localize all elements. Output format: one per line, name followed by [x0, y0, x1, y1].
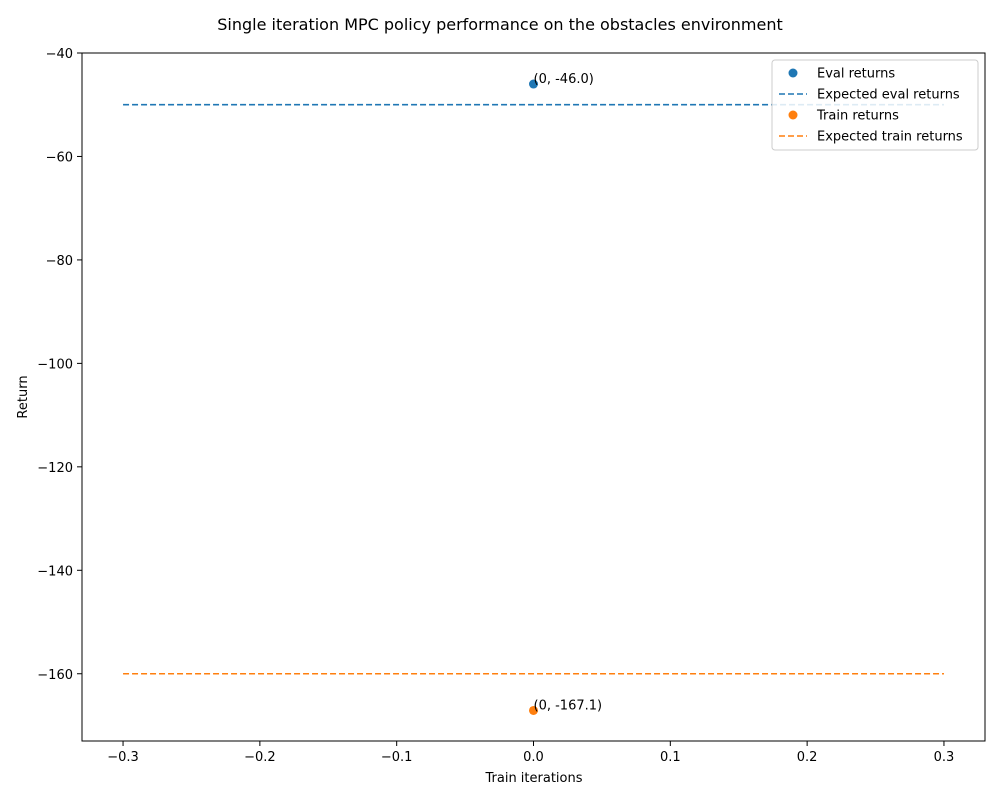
- legend-label: Eval returns: [817, 67, 895, 82]
- plot-area: −0.3 −0.2 −0.1 0.0 0.1 0.2 0.3 −40 −60 −80 −100 −12…: [37, 47, 986, 765]
- y-tick-label: −100: [37, 357, 73, 372]
- x-tick-label: 0.0: [523, 750, 544, 765]
- x-tick-label: 0.2: [797, 750, 818, 765]
- legend-label: Expected eval returns: [817, 88, 960, 103]
- point-annotation: (0, -46.0): [534, 72, 594, 87]
- scatter-point: [529, 705, 538, 715]
- legend: Eval returns Expected eval returns Train r…: [771, 59, 979, 151]
- y-tick-label: −120: [37, 461, 73, 476]
- x-tick-label: 0.3: [934, 750, 955, 765]
- legend-marker-swatch: [788, 110, 798, 120]
- y-tick-label: −60: [46, 150, 73, 165]
- scatter-point: [529, 79, 538, 89]
- x-tick-label: 0.1: [660, 750, 681, 765]
- y-tick-label: −140: [37, 564, 73, 579]
- legend-label: Expected train returns: [817, 130, 963, 145]
- y-tick-label: −40: [46, 47, 73, 62]
- legend-box: [771, 59, 979, 151]
- point-annotation: (0, -167.1): [534, 698, 603, 713]
- x-tick-label: −0.2: [244, 750, 276, 765]
- x-axis-label: Train iterations: [484, 771, 582, 786]
- legend-label: Train returns: [816, 109, 899, 124]
- y-tick-label: −160: [37, 668, 73, 683]
- chart-title: Single iteration MPC policy performance …: [217, 15, 783, 34]
- legend-marker-swatch: [788, 68, 798, 78]
- y-axis-label: Return: [16, 375, 31, 418]
- y-tick-label: −80: [46, 254, 73, 269]
- axes-frame: [81, 52, 986, 742]
- x-tick-label: −0.1: [381, 750, 413, 765]
- x-tick-label: −0.3: [107, 750, 139, 765]
